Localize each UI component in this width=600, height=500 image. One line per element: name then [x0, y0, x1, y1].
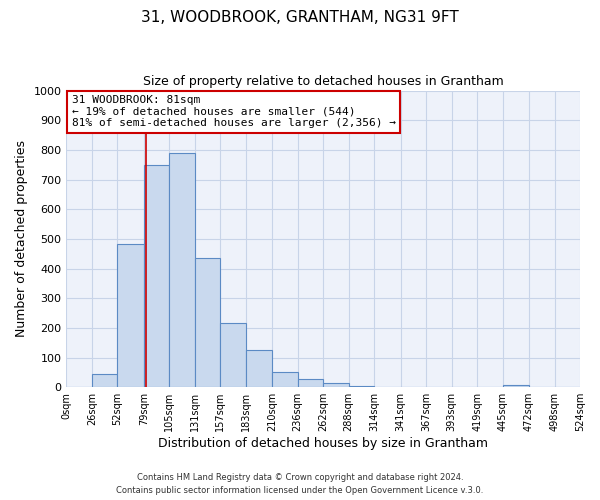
Bar: [118, 244, 144, 387]
Bar: [92, 374, 118, 387]
Bar: [349, 386, 374, 387]
X-axis label: Distribution of detached houses by size in Grantham: Distribution of detached houses by size …: [158, 437, 488, 450]
Text: 31, WOODBROOK, GRANTHAM, NG31 9FT: 31, WOODBROOK, GRANTHAM, NG31 9FT: [141, 10, 459, 25]
Bar: [323, 383, 349, 387]
Bar: [246, 350, 272, 387]
Bar: [220, 323, 246, 387]
Bar: [298, 379, 323, 387]
Bar: [169, 154, 195, 387]
Bar: [503, 385, 529, 387]
Bar: [195, 258, 220, 387]
Bar: [272, 372, 298, 387]
Bar: [144, 164, 169, 387]
Title: Size of property relative to detached houses in Grantham: Size of property relative to detached ho…: [143, 75, 503, 88]
Text: 31 WOODBROOK: 81sqm
← 19% of detached houses are smaller (544)
81% of semi-detac: 31 WOODBROOK: 81sqm ← 19% of detached ho…: [71, 95, 395, 128]
Text: Contains HM Land Registry data © Crown copyright and database right 2024.
Contai: Contains HM Land Registry data © Crown c…: [116, 474, 484, 495]
Y-axis label: Number of detached properties: Number of detached properties: [15, 140, 28, 338]
